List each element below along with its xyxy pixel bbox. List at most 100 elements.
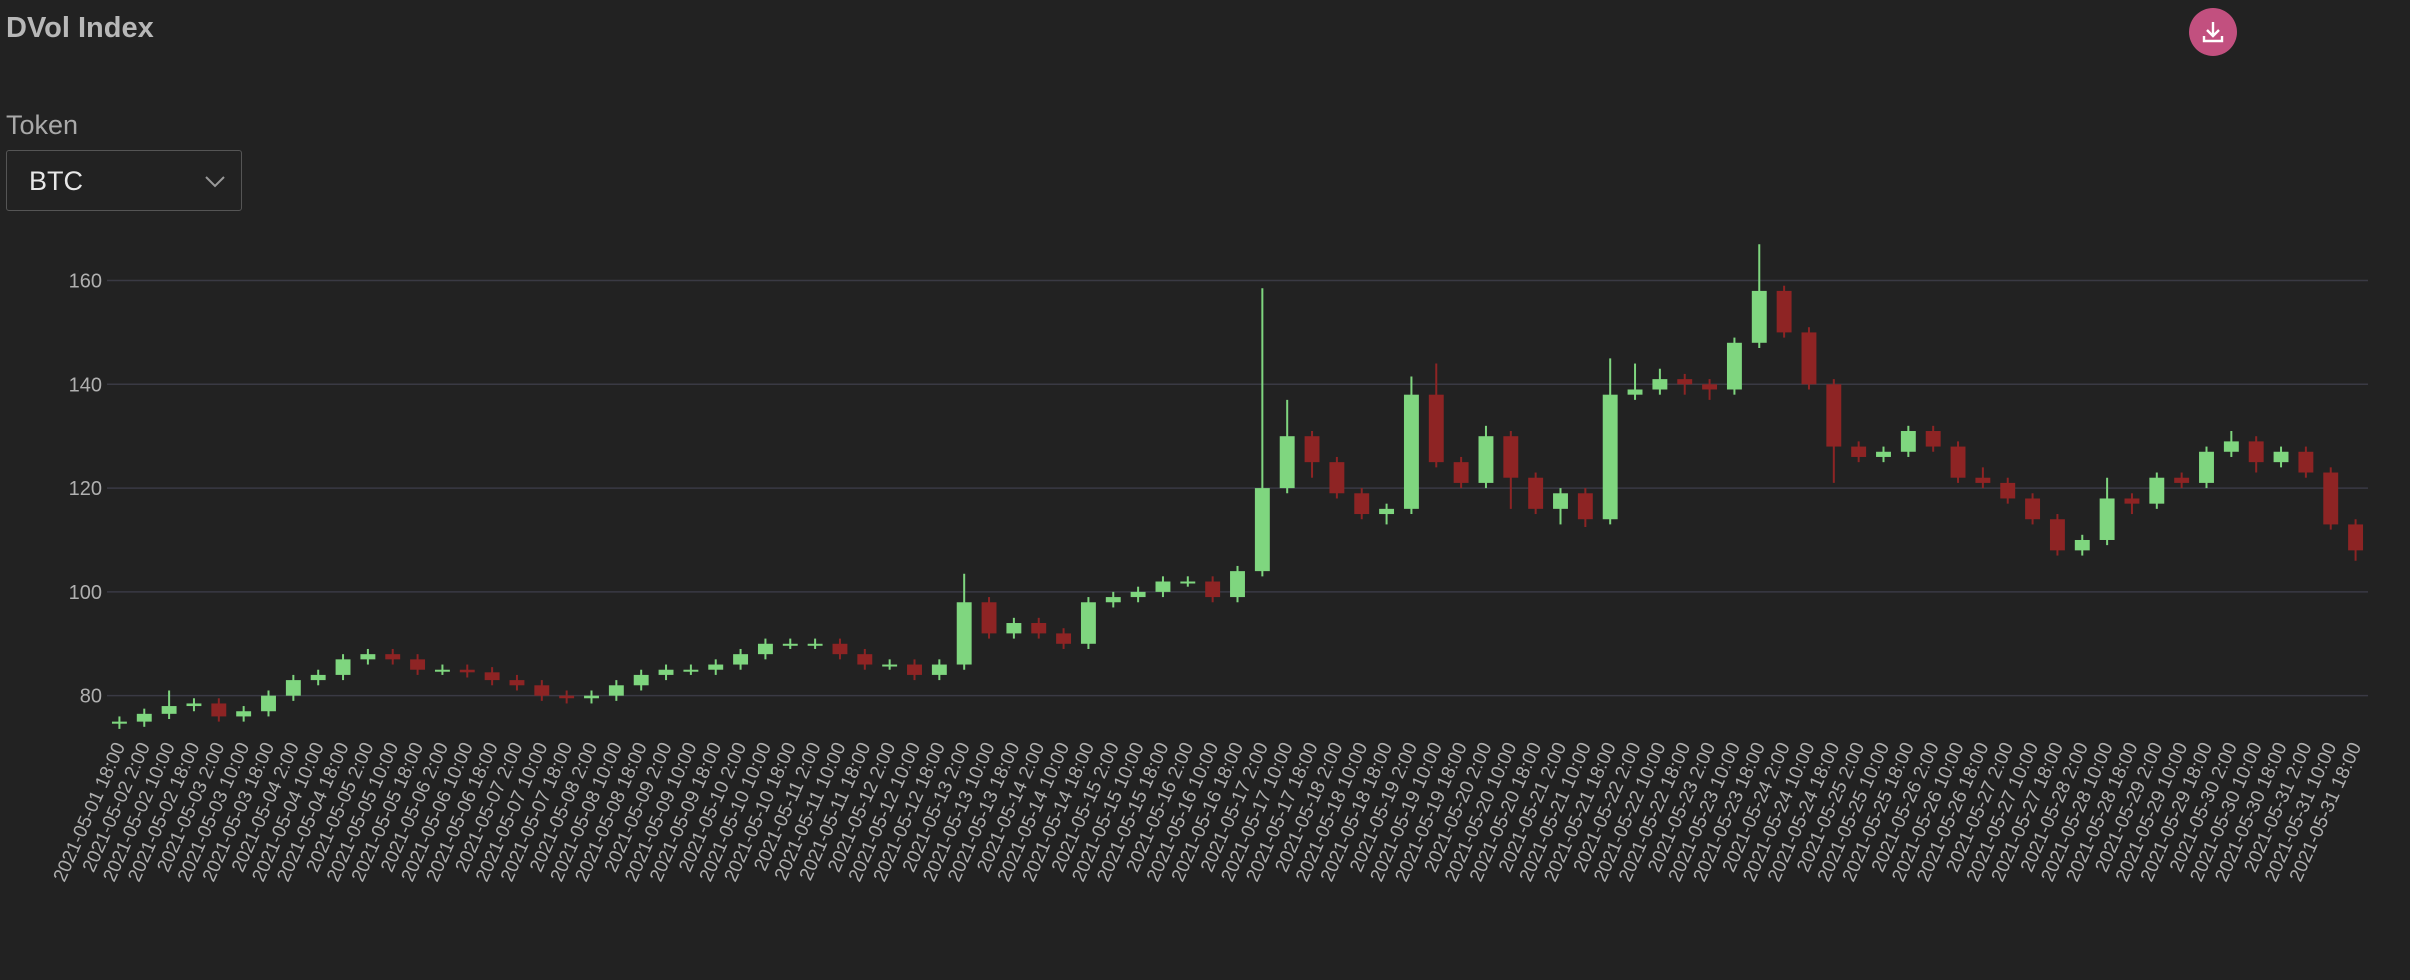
candle-body xyxy=(757,643,773,655)
candle-body xyxy=(285,680,301,696)
candle-body xyxy=(2199,451,2214,483)
candle-body xyxy=(1876,451,1891,457)
candle-body xyxy=(1677,379,1693,385)
chevron xyxy=(205,176,225,188)
candle-body xyxy=(1602,394,1618,520)
candle-body xyxy=(2149,477,2165,504)
candle-body xyxy=(434,669,450,672)
candle-body xyxy=(2348,524,2364,551)
candle-body xyxy=(2248,441,2264,463)
candle-body xyxy=(261,695,276,712)
candle-body xyxy=(1627,389,1643,395)
candle-body xyxy=(2223,441,2239,452)
candle-body xyxy=(459,669,475,673)
candle-body xyxy=(2025,498,2041,520)
candle-body xyxy=(1031,623,1047,634)
candle-body xyxy=(1354,493,1370,515)
candle-body xyxy=(981,602,997,634)
candle-body xyxy=(2273,451,2289,463)
candle-body xyxy=(186,703,202,707)
candle-body xyxy=(857,654,873,665)
candle-body xyxy=(2000,482,2016,499)
candle-body xyxy=(807,643,823,646)
candle-body xyxy=(509,680,525,686)
candle-body xyxy=(1726,342,1742,390)
candle-body xyxy=(1403,394,1419,509)
y-tick-label: 140 xyxy=(69,374,102,396)
candle-body xyxy=(2124,498,2140,504)
candle-body xyxy=(111,721,127,724)
candle-body xyxy=(882,664,898,667)
candle-body xyxy=(1205,581,1221,598)
candle-body xyxy=(1503,436,1519,478)
candle-body xyxy=(733,654,749,665)
candle-body xyxy=(1577,493,1593,520)
candle-body xyxy=(1528,477,1544,509)
candle-body xyxy=(1279,436,1295,489)
candle-body xyxy=(931,664,947,675)
token-select[interactable]: BTC xyxy=(6,150,242,211)
candle-body xyxy=(2323,472,2339,525)
candle-body xyxy=(1230,571,1245,598)
candle-body xyxy=(211,703,227,717)
candle-body xyxy=(1478,436,1494,483)
candle-body xyxy=(584,695,599,699)
candle-body xyxy=(608,685,624,696)
candle-body xyxy=(683,669,699,672)
candle-body xyxy=(633,674,649,686)
candle-body xyxy=(1950,446,1966,478)
candle-body xyxy=(1155,581,1171,592)
candle-body xyxy=(1130,591,1146,598)
candle-body xyxy=(559,695,575,699)
candle-body xyxy=(1925,431,1941,447)
candle-body xyxy=(658,669,674,675)
candle-body xyxy=(2049,519,2065,551)
candle-body xyxy=(1900,431,1916,452)
candle-body xyxy=(410,659,426,670)
candle-body xyxy=(236,711,252,717)
y-tick-label: 160 xyxy=(69,271,102,293)
candle-body xyxy=(1056,633,1072,644)
candle-body xyxy=(360,654,376,660)
candle-body xyxy=(832,643,848,655)
candle-body xyxy=(1801,332,1817,385)
candle-body xyxy=(1975,477,1991,483)
candle-body xyxy=(385,654,401,660)
download-button[interactable] xyxy=(2189,8,2237,56)
token-label: Token xyxy=(6,110,79,140)
candle-body xyxy=(1553,493,1568,509)
candle-body xyxy=(708,664,724,670)
candle-body xyxy=(1851,446,1867,457)
candle-body xyxy=(1453,462,1469,483)
candle-body xyxy=(1652,379,1668,390)
candle-body xyxy=(907,664,922,675)
candle-body xyxy=(782,643,798,646)
candle-body xyxy=(2298,451,2314,473)
candle-body xyxy=(335,659,351,675)
candle-body xyxy=(1379,508,1395,515)
candle-body xyxy=(956,602,972,665)
download-icon xyxy=(2202,22,2224,43)
candle-body xyxy=(1080,602,1096,644)
candle-body xyxy=(1006,623,1022,634)
candle-body xyxy=(1826,384,1842,447)
candle-body xyxy=(1329,462,1345,494)
page-title: DVol Index xyxy=(6,12,154,44)
candle-body xyxy=(1751,290,1767,343)
y-tick-label: 80 xyxy=(80,686,102,708)
candle-body xyxy=(1105,597,1121,603)
candle-body xyxy=(1776,290,1792,333)
candle-body xyxy=(534,685,550,696)
candle-body xyxy=(161,706,177,714)
y-tick-label: 100 xyxy=(69,582,102,604)
candle-body xyxy=(2174,477,2190,483)
candle-body xyxy=(1254,488,1270,572)
candle-body xyxy=(1702,384,1718,390)
candle-body xyxy=(1304,436,1320,463)
candle-body xyxy=(1180,581,1196,584)
token-value: BTC xyxy=(29,166,83,196)
candle-body xyxy=(1428,394,1444,463)
y-tick-label: 120 xyxy=(69,478,102,500)
